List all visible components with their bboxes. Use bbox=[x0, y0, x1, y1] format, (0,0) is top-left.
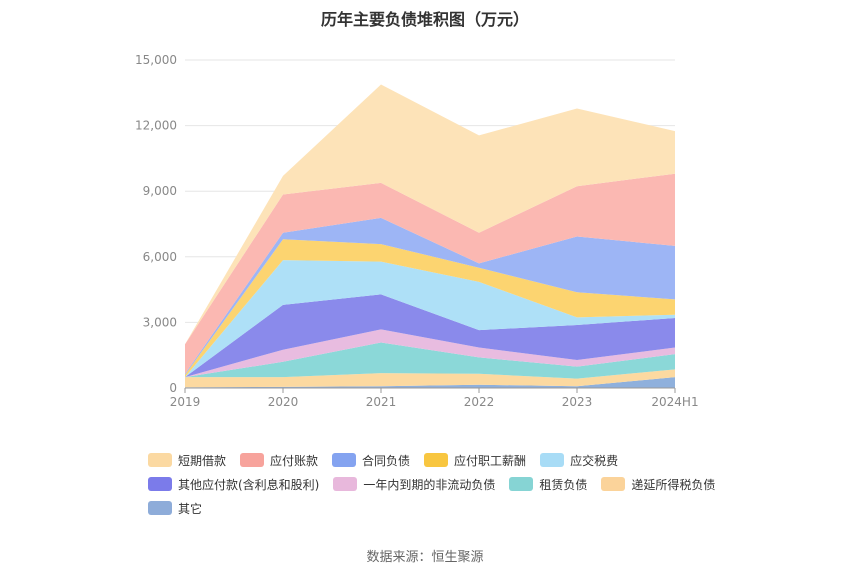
area-series-合同负债 bbox=[185, 217, 675, 375]
axes: 0 3,000 6,000 9,000 12,000 15,000 2019 2020 2021… bbox=[135, 53, 699, 409]
y-tick-label: 0 bbox=[169, 381, 177, 395]
y-tick-label: 12,000 bbox=[135, 119, 177, 133]
x-tick-label: 2019 bbox=[170, 395, 201, 409]
legend-item[interactable]: 租赁负债 bbox=[509, 472, 587, 496]
legend-swatch bbox=[540, 453, 565, 467]
area-series-其它 bbox=[185, 377, 675, 388]
area-series-短期借款 bbox=[185, 84, 675, 345]
legend-swatch bbox=[148, 477, 172, 491]
legend-swatch bbox=[332, 453, 357, 467]
legend-swatch bbox=[601, 477, 626, 491]
legend: 短期借款 应付账款 合同负债 应付职工薪酬 应交税费其他应付款(含利息和股利) 一年内到期… bbox=[148, 448, 748, 520]
area-series-应付职工薪酬 bbox=[185, 239, 675, 378]
legend-swatch bbox=[148, 453, 172, 467]
legend-item[interactable]: 其他应付款(含利息和股利) bbox=[148, 472, 319, 496]
legend-label: 其他应付款(含利息和股利) bbox=[178, 477, 320, 492]
legend-item[interactable]: 递延所得税负债 bbox=[601, 472, 715, 496]
area-series-其他应付款(含利息和股利) bbox=[185, 294, 675, 378]
x-tick-label: 2023 bbox=[562, 395, 593, 409]
legend-item[interactable]: 应付职工薪酬 bbox=[424, 448, 526, 472]
stacked-area-chart: 0 3,000 6,000 9,000 12,000 15,000 2019 2020 2021… bbox=[135, 53, 699, 409]
y-tick-label: 15,000 bbox=[135, 53, 177, 67]
legend-label: 短期借款 bbox=[178, 453, 227, 468]
legend-label: 应付职工薪酬 bbox=[454, 453, 527, 468]
legend-swatch bbox=[333, 477, 358, 491]
y-tick-label: 6,000 bbox=[143, 250, 177, 264]
y-tick-label: 9,000 bbox=[143, 184, 177, 198]
legend-item[interactable]: 应交税费 bbox=[540, 448, 618, 472]
legend-swatch bbox=[240, 453, 265, 467]
data-source-note: 数据来源：恒生聚源 bbox=[366, 550, 484, 565]
legend-swatch bbox=[509, 477, 534, 491]
area-series-应交税费 bbox=[185, 260, 675, 378]
legend-item[interactable]: 其它 bbox=[148, 496, 202, 520]
x-tick-label: 2024H1 bbox=[651, 395, 698, 409]
area-series-租赁负债 bbox=[185, 342, 675, 379]
legend-label: 应交税费 bbox=[570, 453, 619, 468]
legend-label: 一年内到期的非流动负债 bbox=[363, 477, 496, 492]
area-series-一年内到期的非流动负债 bbox=[185, 329, 675, 378]
legend-item[interactable]: 短期借款 bbox=[148, 448, 226, 472]
chart-title: 历年主要负债堆积图（万元） bbox=[320, 10, 529, 29]
x-tick-label: 2020 bbox=[268, 395, 299, 409]
x-tick-label: 2021 bbox=[366, 395, 397, 409]
legend-item[interactable]: 应付账款 bbox=[240, 448, 318, 472]
legend-item[interactable]: 一年内到期的非流动负债 bbox=[333, 472, 495, 496]
area-series-递延所得税负债 bbox=[185, 369, 675, 388]
x-tick-label: 2022 bbox=[464, 395, 495, 409]
legend-label: 应付账款 bbox=[270, 453, 319, 468]
legend-label: 递延所得税负债 bbox=[631, 477, 716, 492]
y-tick-label: 3,000 bbox=[143, 315, 177, 329]
area-series-group bbox=[185, 84, 675, 388]
legend-swatch bbox=[148, 501, 172, 515]
legend-label: 租赁负债 bbox=[539, 477, 588, 492]
legend-swatch bbox=[424, 453, 449, 467]
legend-label: 合同负债 bbox=[362, 453, 411, 468]
area-series-应付账款 bbox=[185, 173, 675, 374]
legend-label: 其它 bbox=[178, 501, 203, 516]
legend-item[interactable]: 合同负债 bbox=[332, 448, 410, 472]
